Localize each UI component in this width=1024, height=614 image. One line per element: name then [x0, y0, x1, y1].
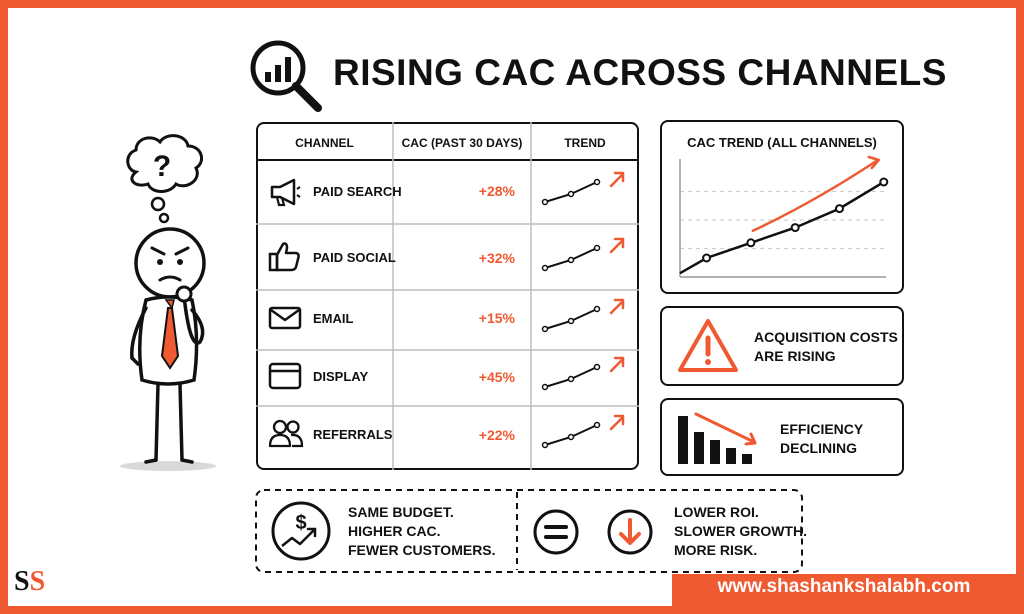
data-point [879, 177, 889, 187]
down-arrow-icon [607, 509, 653, 555]
column-header-channel: CHANNEL [295, 136, 354, 150]
chart-title: CAC TREND (ALL CHANNELS) [687, 135, 877, 150]
cac-trend-panel [660, 120, 904, 294]
summary-right-text: LOWER ROI. SLOWER GROWTH. MORE RISK. [674, 503, 807, 560]
acquisition-costs-alert [660, 306, 904, 386]
svg-text:?: ? [153, 150, 171, 183]
summary-line: MORE RISK. [674, 542, 758, 558]
cac-value: +28% [478, 183, 515, 199]
megaphone-icon [270, 178, 301, 207]
efficiency-text: EFFICIENCY DECLINING [780, 420, 863, 458]
data-point [702, 253, 712, 263]
cac-value: +32% [478, 250, 515, 266]
channel-name: PAID SOCIAL [313, 250, 396, 265]
acquisition-costs-text: ACQUISITION COSTS ARE RISING [754, 328, 898, 366]
channel-name: REFERRALS [313, 427, 393, 442]
page-title: RISING CAC ACROSS CHANNELS [333, 52, 947, 93]
browser-window-icon [268, 362, 302, 390]
cac-trend-chart [679, 155, 889, 278]
brand-logo: SS [14, 566, 46, 597]
table-grid-lines [256, 122, 639, 470]
cac-value: +22% [478, 427, 515, 443]
cac-value: +45% [478, 369, 515, 385]
cac-value: +15% [478, 310, 515, 326]
equals-icon [533, 509, 579, 555]
thinking-person-illustration: ? [120, 134, 216, 471]
declining-bars-icon [678, 412, 757, 464]
alert-line: ARE RISING [754, 348, 836, 364]
trend-arrow [751, 158, 880, 233]
summary-line: SLOWER GROWTH. [674, 523, 807, 539]
summary-line: FEWER CUSTOMERS. [348, 542, 496, 558]
website-url[interactable]: www.shashankshalabh.com [717, 576, 971, 597]
warning-triangle-icon [678, 319, 738, 372]
summary-line: HIGHER CAC. [348, 523, 441, 539]
dollar-growth-icon: $ [271, 501, 331, 561]
envelope-icon [268, 306, 302, 330]
alert-line: EFFICIENCY [780, 421, 864, 437]
channel-name: EMAIL [313, 311, 354, 326]
trend-sparklines [541, 171, 625, 449]
data-point [790, 223, 800, 233]
summary-left-text: SAME BUDGET. HIGHER CAC. FEWER CUSTOMERS… [348, 503, 496, 560]
summary-line: SAME BUDGET. [348, 504, 454, 520]
data-point [746, 238, 756, 248]
channel-name: PAID SEARCH [313, 184, 402, 199]
column-header-trend: TREND [564, 136, 606, 150]
trend-arrow-head [867, 155, 881, 170]
summary-line: LOWER ROI. [674, 504, 759, 520]
column-header-cac: CAC (PAST 30 DAYS) [401, 136, 523, 150]
channel-name: DISPLAY [313, 369, 369, 384]
magnifier-chart-icon [250, 40, 322, 112]
svg-text:$: $ [295, 512, 306, 534]
data-point [834, 204, 844, 214]
alert-line: ACQUISITION COSTS [754, 329, 898, 345]
thumbs-up-icon [268, 242, 300, 272]
series-line [679, 180, 885, 275]
channel-table [256, 122, 639, 470]
url-banner [672, 574, 1016, 608]
thought-bubble-icon: ? [126, 134, 204, 224]
people-icon [268, 419, 304, 448]
alert-line: DECLINING [780, 440, 857, 456]
summary-box-outline [255, 489, 803, 573]
